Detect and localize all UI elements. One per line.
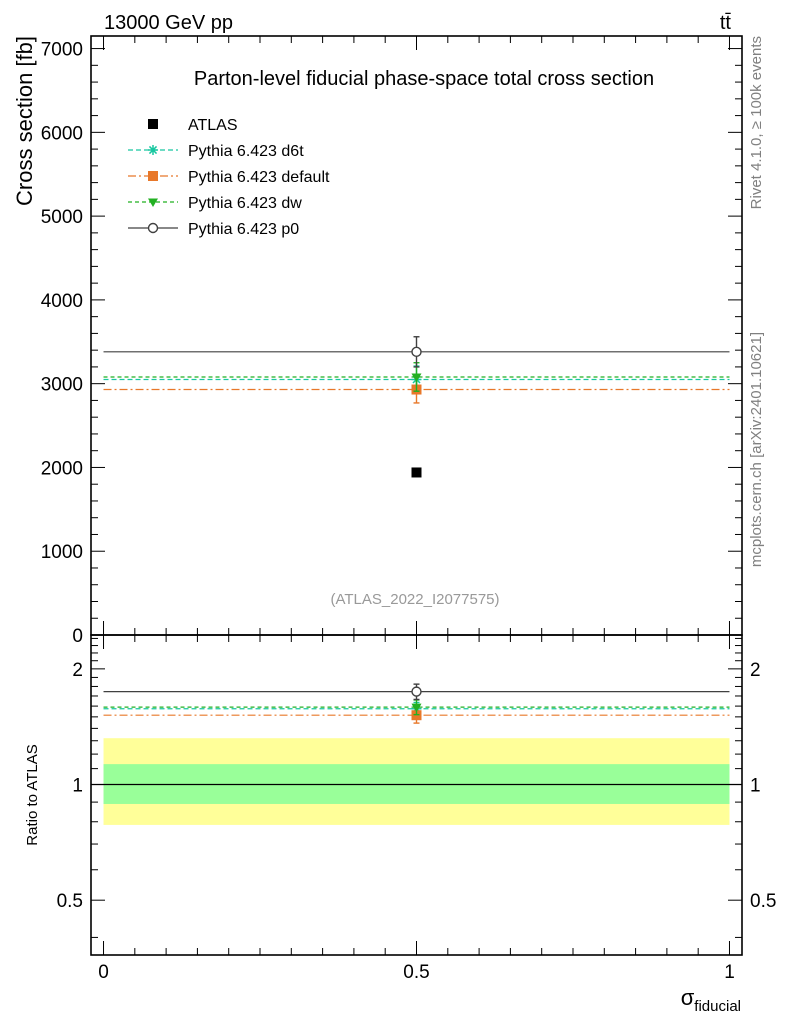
y-tick-label: 3000: [41, 375, 83, 396]
legend-label: ATLAS: [188, 117, 238, 134]
data-point-atlas: [411, 467, 422, 478]
ratio-tick-label-left: 0.5: [57, 891, 83, 912]
y-tick-label: 4000: [41, 291, 83, 312]
analysis-label: (ATLAS_2022_I2077575): [330, 591, 499, 608]
rivet-version-label: Rivet 4.1.0, ≥ 100k events: [748, 36, 765, 209]
ratio-axis-label: Ratio to ATLAS: [24, 744, 41, 845]
legend-marker-2: [148, 171, 158, 181]
y-tick-label: 7000: [41, 40, 83, 61]
y-tick-label: 6000: [41, 123, 83, 144]
series-3-point: [411, 373, 422, 382]
legend-label: Pythia 6.423 d6t: [188, 143, 304, 160]
ratio-tick-label-right: 1: [750, 776, 761, 797]
series-4-point: [411, 346, 422, 358]
y-axis-label: Cross section [fb]: [12, 36, 37, 206]
y-tick-label: 2000: [41, 458, 83, 479]
y-tick-label: 5000: [41, 207, 83, 228]
ratio-tick-label-left: 2: [72, 660, 83, 681]
header-final-state: tt̄: [720, 12, 732, 34]
x-tick-label: 0: [98, 962, 109, 983]
header-process: 13000 GeV pp: [104, 12, 233, 34]
ratio-panel-marks: [103, 683, 730, 724]
legend: ATLAS Pythia 6.423 d6t Pythia 6.423 defaul…: [128, 117, 330, 238]
series-3-ratio-point: [411, 703, 422, 713]
y-tick-label: 0: [72, 626, 83, 647]
x-axis-label-subscript: fiducial: [694, 998, 741, 1015]
legend-label: Pythia 6.423 p0: [188, 221, 299, 238]
ratio-tick-label-left: 1: [72, 776, 83, 797]
ratio-tick-label-right: 2: [750, 660, 761, 681]
legend-marker-3: [148, 198, 158, 207]
legend-marker-atlas: [148, 119, 158, 129]
series-4-ratio-point: [411, 686, 422, 697]
x-tick-label: 0.5: [403, 962, 429, 983]
y-tick-label: 1000: [41, 542, 83, 563]
legend-label: Pythia 6.423 dw: [188, 195, 302, 212]
x-axis-label-symbol: σ: [681, 985, 695, 1010]
main-panel-marks: [103, 336, 730, 478]
ratio-bands: [91, 738, 742, 825]
x-tick-label: 1: [724, 962, 735, 983]
legend-label: Pythia 6.423 default: [188, 169, 330, 186]
legend-marker-1: [148, 145, 158, 155]
ratio-tick-label-right: 0.5: [750, 891, 776, 912]
axes: 0 1000 2000 3000 4000 5000 6000 7000 0 0.5 1 0.5 0.5…: [41, 35, 776, 983]
legend-marker-4: [147, 222, 159, 234]
mcplots-label: mcplots.cern.ch [arXiv:2401.10621]: [748, 332, 765, 567]
x-axis-label: σfiducial: [681, 985, 741, 1015]
chart-title: Parton-level fiducial phase-space total …: [194, 68, 654, 90]
